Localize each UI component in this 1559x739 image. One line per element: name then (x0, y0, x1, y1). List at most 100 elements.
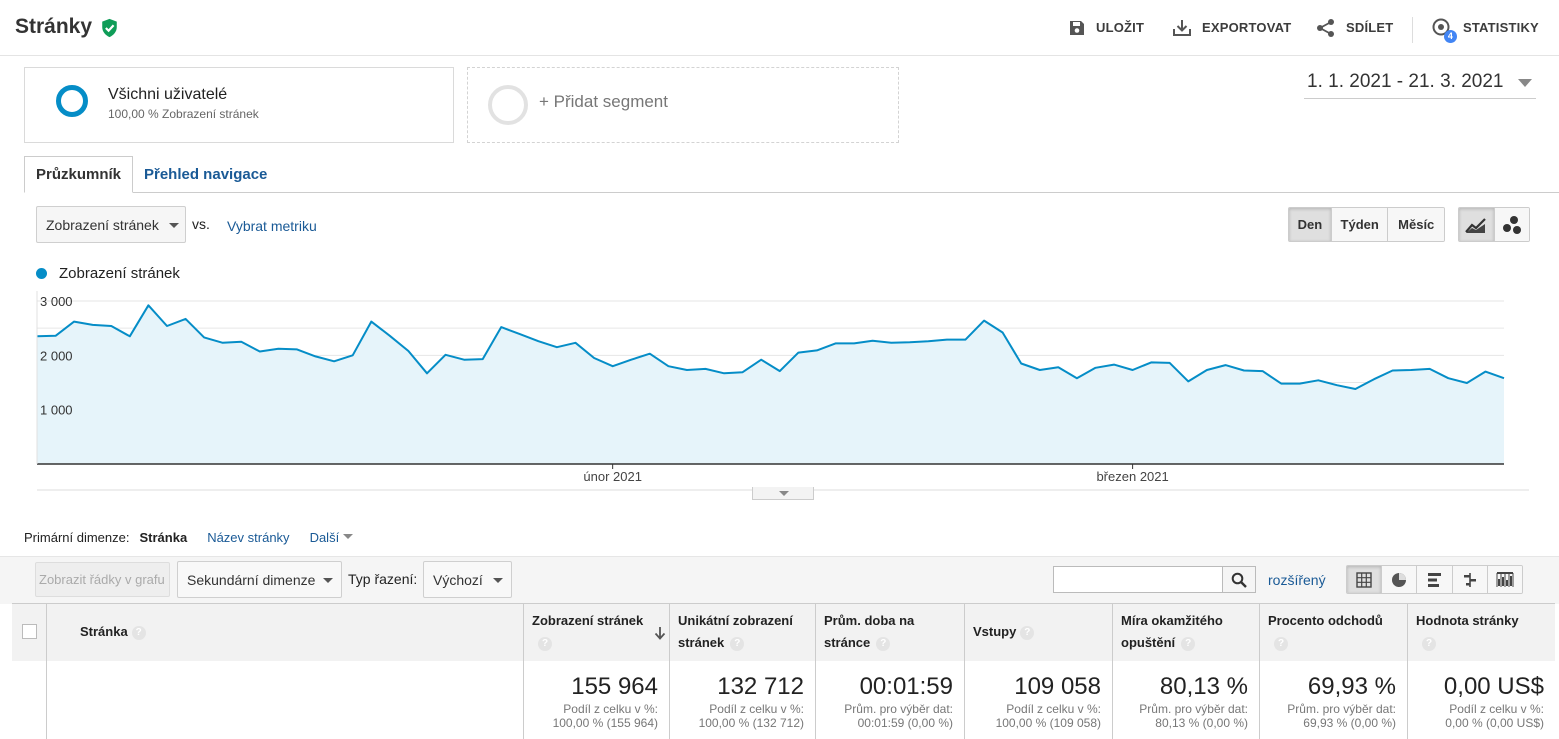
granularity-day-button[interactable]: Den (1289, 208, 1332, 241)
column-header-metric[interactable]: Hodnota stránky? (1416, 610, 1546, 654)
column-header-metric[interactable]: Unikátní zobrazení stránek? (678, 610, 806, 654)
line-chart-icon (1465, 217, 1487, 233)
table-view-toggle (1346, 565, 1523, 594)
y-tick-label: 3 000 (40, 294, 73, 309)
dimension-page-title[interactable]: Název stránky (207, 530, 290, 545)
column-header-label: Procento odchodů (1268, 613, 1383, 628)
total-value: 109 058 (1014, 673, 1101, 700)
chevron-down-icon (343, 534, 354, 539)
column-header-metric[interactable]: Zobrazení stránek? (532, 610, 666, 654)
column-divider (964, 603, 965, 739)
table-header (12, 603, 1555, 662)
date-range-caret-icon[interactable] (1518, 79, 1532, 87)
column-header-label: Prům. doba na (824, 613, 915, 628)
motion-chart-button[interactable] (1494, 208, 1529, 241)
help-icon[interactable]: ? (876, 636, 891, 651)
advanced-filter-link[interactable]: rozšířený (1268, 572, 1326, 588)
tab-explorer[interactable]: Průzkumník (24, 156, 133, 193)
secondary-dimension-select[interactable]: Sekundární dimenze (177, 561, 342, 598)
date-range-picker[interactable]: 1. 1. 2021 - 21. 3. 2021 (1307, 71, 1504, 92)
metric-select[interactable]: Zobrazení stránek (36, 206, 186, 243)
column-header-metric[interactable]: Míra okamžitého opuštění? (1121, 610, 1250, 654)
column-header-label-line2: opuštění (1121, 635, 1176, 650)
help-icon[interactable]: ? (131, 625, 146, 640)
column-header-metric[interactable]: Prům. doba na stránce? (824, 610, 955, 654)
column-divider (1259, 603, 1260, 739)
help-icon[interactable]: ? (1181, 636, 1196, 651)
total-detail: 00:01:59 (0,00 %) (857, 716, 953, 730)
column-header-metric[interactable]: Vstupy? (973, 621, 1103, 643)
segment-title: Všichni uživatelé (108, 86, 228, 103)
performance-view-button[interactable] (1417, 566, 1453, 593)
bar-list-icon (1427, 572, 1441, 587)
secondary-dimension-label: Sekundární dimenze (187, 571, 316, 588)
grid-icon (1356, 571, 1372, 588)
share-icon (1317, 18, 1334, 37)
add-segment-button[interactable] (467, 67, 899, 143)
search-button[interactable] (1222, 566, 1256, 593)
table-totals-row (12, 661, 1555, 739)
comparison-view-button[interactable] (1452, 566, 1488, 593)
total-value: 155 964 (571, 673, 658, 700)
table-search-input[interactable] (1053, 566, 1223, 593)
column-header-label: Zobrazení stránek (532, 613, 644, 628)
sort-type-value: Výchozí (433, 571, 483, 588)
y-tick-label: 1 000 (40, 403, 73, 418)
sort-descending-icon (654, 627, 666, 640)
save-label: ULOŽIT (1096, 20, 1145, 35)
primary-dimension-label: Primární dimenze: (24, 530, 130, 545)
pivot-view-button[interactable] (1487, 566, 1522, 593)
granularity-week-button[interactable]: Týden (1331, 208, 1389, 241)
help-icon[interactable]: ? (730, 636, 745, 651)
page-title: Stránky (15, 15, 93, 38)
select-metric-link[interactable]: Vybrat metriku (227, 218, 317, 234)
legend-label: Zobrazení stránek (59, 265, 180, 282)
share-button[interactable]: SDÍLET (1316, 0, 1393, 55)
total-cell: 132 712 Podíl z celku v %: 100,00 % (132 7… (675, 673, 804, 730)
total-caption: Podíl z celku v %: (1006, 702, 1101, 716)
export-button[interactable]: EXPORTOVAT (1172, 0, 1291, 55)
total-value: 69,93 % (1307, 673, 1396, 700)
column-header-page[interactable]: Stránka? (80, 621, 146, 643)
select-all-checkbox[interactable] (22, 624, 37, 639)
segment-card-all-users[interactable] (24, 67, 454, 143)
percentage-view-button[interactable] (1382, 566, 1418, 593)
plot-rows-button[interactable]: Zobrazit řádky v grafu (35, 562, 170, 597)
chart-collapse-handle[interactable] (752, 487, 814, 500)
column-header-label: Vstupy (973, 624, 1017, 639)
insights-icon: 4 (1431, 17, 1457, 43)
column-header-metric[interactable]: Procento odchodů? (1268, 610, 1398, 654)
add-segment-label: + Přidat segment (539, 92, 668, 111)
dimension-page[interactable]: Stránka (139, 530, 188, 545)
series-area (37, 305, 1504, 464)
sort-type-select[interactable]: Výchozí (423, 561, 512, 598)
insights-badge: 4 (1444, 29, 1457, 43)
help-icon[interactable]: ? (1020, 625, 1035, 640)
dimension-more[interactable]: Další (309, 530, 340, 545)
chevron-down-icon (779, 491, 789, 496)
comparison-icon (1463, 572, 1476, 587)
total-caption: Prům. pro výběr dat: (1139, 702, 1248, 716)
column-divider (46, 603, 47, 739)
column-header-label: Míra okamžitého (1121, 613, 1223, 628)
save-icon (1070, 20, 1084, 35)
line-chart-button[interactable] (1459, 208, 1495, 241)
help-icon[interactable]: ? (1422, 636, 1436, 651)
help-icon[interactable]: ? (538, 636, 552, 651)
x-tick-label: únor 2021 (583, 469, 642, 484)
insights-button[interactable]: 4 STATISTIKY (1431, 0, 1539, 55)
save-button[interactable]: ULOŽIT (1068, 0, 1144, 55)
total-caption: Podíl z celku v %: (1449, 702, 1544, 716)
column-divider (815, 603, 816, 739)
data-table-view-button[interactable] (1347, 566, 1383, 593)
granularity-month-button[interactable]: Měsíc (1388, 208, 1444, 241)
tab-navigation-summary[interactable]: Přehled navigace (144, 166, 268, 183)
total-detail: 0,00 % (0,00 US$) (1445, 716, 1544, 730)
share-label: SDÍLET (1346, 20, 1394, 35)
help-icon[interactable]: ? (1274, 636, 1288, 651)
column-divider (669, 603, 670, 739)
column-header-label: Hodnota stránky (1416, 613, 1519, 628)
total-detail: 100,00 % (155 964) (552, 716, 658, 730)
header-separator (1412, 17, 1413, 43)
insights-label: STATISTIKY (1463, 20, 1539, 35)
